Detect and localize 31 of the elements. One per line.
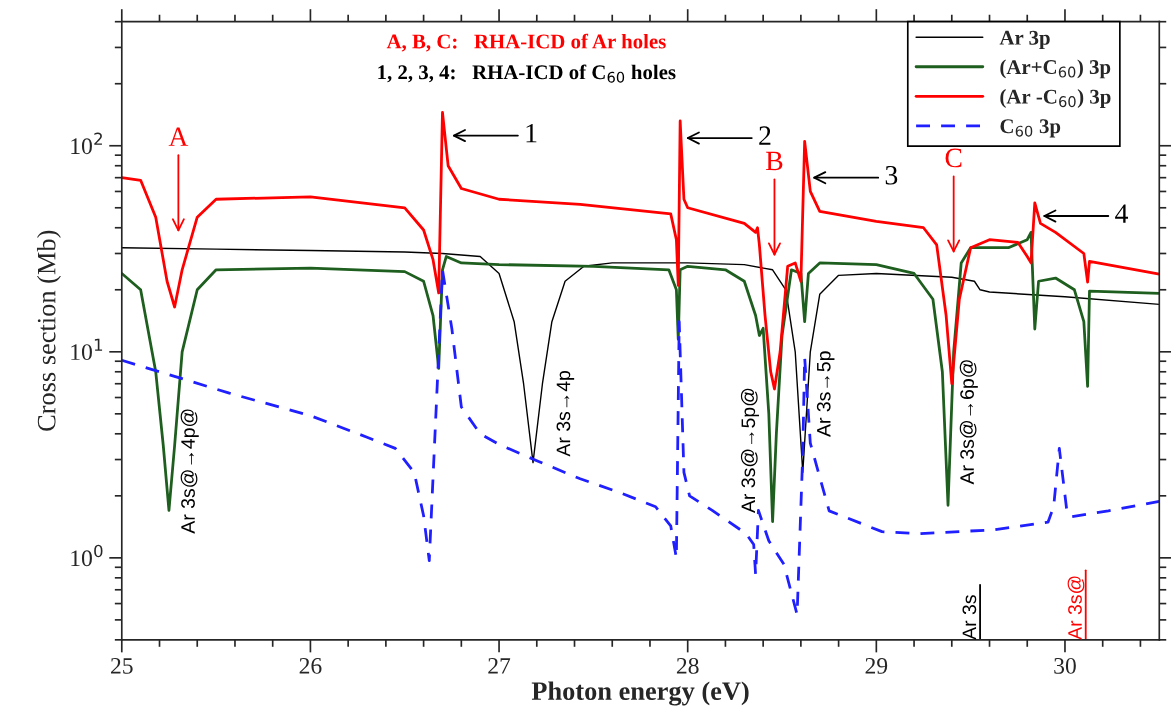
- annotation: 1: [526, 123, 537, 143]
- legend-label: Ar 3p: [999, 30, 1050, 50]
- annotation: Ar 3s→5p: [816, 351, 835, 437]
- x-tick-label: 29: [865, 657, 888, 674]
- legend-label: C$_{60}$ 3p: [1000, 119, 1061, 138]
- legend-label: (Ar -C$_{60}$) 3p: [1000, 89, 1111, 108]
- legend-label: (Ar+C$_{60}$) 3p: [1000, 59, 1111, 79]
- x-tick-label: 26: [299, 657, 322, 674]
- annotation: 4: [1115, 204, 1129, 223]
- annotation: Ar 3s@: [1067, 576, 1085, 640]
- y-tick-label: 10$^{0}$: [71, 544, 103, 567]
- annotation: B: [766, 151, 783, 171]
- annotation: C: [945, 148, 962, 168]
- annotation: 2: [759, 126, 771, 145]
- y-tick-label: 10$^{1}$: [71, 338, 103, 361]
- x-axis-title: Photon energy (eV): [531, 681, 749, 706]
- annotation: Ar 3s→4p: [556, 370, 575, 457]
- x-tick-label: 28: [676, 657, 699, 674]
- annotation: 1, 2, 3, 4: RHA-ICD of C$_{60}$ holes: [378, 64, 676, 83]
- annotation: A, B, C: RHA-ICD of Ar holes: [386, 33, 666, 52]
- x-tick-label: 25: [111, 657, 133, 674]
- y-axis-title: Cross section (Mb): [36, 230, 61, 431]
- annotation: Ar 3s@→6p@: [959, 360, 978, 485]
- annotation: Ar 3s: [962, 595, 977, 640]
- annotation: Ar 3s@→4p@: [180, 409, 199, 534]
- annotation: A: [168, 127, 189, 146]
- y-tick-label: 10$^{2}$: [71, 132, 102, 155]
- x-tick-label: 27: [488, 657, 511, 674]
- x-tick-label: 30: [1054, 657, 1076, 674]
- annotation: Ar 3s@→5p@: [740, 388, 760, 513]
- annotation: 3: [885, 165, 898, 185]
